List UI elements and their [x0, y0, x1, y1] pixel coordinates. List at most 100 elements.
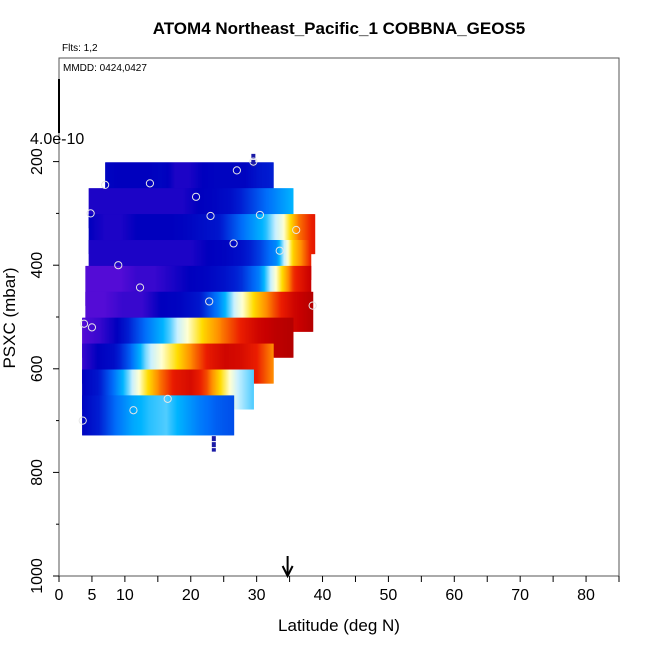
heatmap-cell-row-7: [221, 343, 223, 384]
heatmap-cell-row-5: [284, 291, 287, 332]
heatmap-cell-row-3: [213, 240, 216, 281]
heatmap-cell-row-1: [188, 188, 191, 229]
heatmap-cell-row-8: [176, 369, 178, 410]
heatmap-cell-row-2: [245, 214, 248, 255]
heatmap-cell-row-7: [254, 343, 256, 384]
heatmap-cell-row-3: [281, 240, 284, 281]
heatmap-cell-row-2: [241, 214, 244, 255]
heatmap-cell-row-4: [290, 265, 293, 306]
heatmap-cell-row-0: [195, 162, 197, 203]
heatmap-cell-row-8: [152, 369, 154, 410]
heatmap-cell-row-7: [214, 343, 216, 384]
heatmap-cell-row-2: [197, 214, 200, 255]
heatmap-cell-row-2: [264, 214, 267, 255]
heatmap-cell-row-4: [145, 265, 148, 306]
heatmap-cell-row-6: [161, 317, 164, 358]
heatmap-cell-row-5: [308, 291, 311, 332]
heatmap-cell-row-2: [162, 214, 165, 255]
heatmap-cell-row-1: [144, 188, 147, 229]
heatmap-cell-row-4: [300, 265, 303, 306]
heatmap-cell-row-6: [112, 317, 114, 358]
heatmap-cell-row-6: [142, 317, 144, 358]
heatmap-cell-row-7: [147, 343, 149, 384]
heatmap-cell-row-8: [190, 369, 192, 410]
heatmap-cell-row-0: [143, 162, 145, 203]
heatmap-cell-row-4: [148, 265, 151, 306]
heatmap-cell-row-3: [207, 240, 210, 281]
heatmap-cell-row-8: [92, 369, 94, 410]
heatmap-cell-row-1: [119, 188, 122, 229]
heatmap-cell-row-4: [253, 265, 256, 306]
heatmap-cell-row-7: [151, 343, 153, 384]
heatmap-cell-row-8: [103, 369, 105, 410]
heatmap-cell-row-2: [116, 214, 119, 255]
heatmap-cell-row-1: [112, 188, 115, 229]
heatmap-cell-row-2: [225, 214, 228, 255]
heatmap-cell-row-6: [167, 317, 170, 358]
heatmap-cell-row-0: [221, 162, 223, 203]
heatmap-cell-row-5: [286, 291, 289, 332]
heatmap-cell-row-7: [224, 343, 226, 384]
heatmap-cell-row-3: [170, 240, 173, 281]
heatmap-cell-row-0: [223, 162, 225, 203]
heatmap-cell-row-7: [207, 343, 209, 384]
heatmap-cell-row-7: [227, 343, 229, 384]
heatmap-cell-row-3: [138, 240, 141, 281]
heatmap-cell-row-1: [212, 188, 215, 229]
heatmap-cell-row-6: [220, 317, 223, 358]
heatmap-cell-row-1: [155, 188, 158, 229]
heatmap-cell-row-4: [189, 265, 192, 306]
heatmap-cell-row-4: [208, 265, 211, 306]
heatmap-cell-row-4: [234, 265, 237, 306]
heatmap-cell-row-3: [280, 240, 283, 281]
heatmap-cell-row-3: [103, 240, 106, 281]
heatmap-cell-row-4: [213, 265, 216, 306]
heatmap-cell-row-7: [205, 343, 207, 384]
heatmap-cell-row-4: [294, 265, 297, 306]
heatmap-cell-row-2: [286, 214, 289, 255]
heatmap-cell-row-9: [87, 395, 89, 436]
heatmap-cell-row-6: [216, 317, 219, 358]
heatmap-cell-row-5: [248, 291, 251, 332]
heatmap-cell-row-2: [248, 214, 251, 255]
heatmap-cell-row-3: [276, 240, 279, 281]
heatmap-cell-row-6: [230, 317, 233, 358]
data-point: [101, 180, 110, 190]
heatmap-cell-row-7: [138, 343, 140, 384]
heatmap-cell-row-5: [137, 291, 140, 332]
heatmap-cell-row-7: [142, 343, 144, 384]
heatmap-cell-row-4: [297, 265, 300, 306]
heatmap-cell-row-7: [218, 343, 220, 384]
heatmap-cell-row-4: [217, 265, 220, 306]
heatmap-cell-row-8: [128, 369, 130, 410]
heatmap-cell-row-3: [144, 240, 147, 281]
heatmap-cell-row-6: [231, 317, 234, 358]
heatmap-cell-row-2: [165, 214, 168, 255]
heatmap-cell-row-9: [155, 395, 158, 436]
x-tick-label: 20: [182, 587, 200, 604]
heatmap-cell-row-6: [263, 317, 266, 358]
heatmap-cell-row-0: [191, 162, 193, 203]
heatmap-cell-row-5: [223, 291, 226, 332]
heatmap-cell-row-2: [218, 214, 221, 255]
heatmap-cell-row-1: [141, 188, 144, 229]
heatmap-cell-row-7: [191, 343, 193, 384]
heatmap-cell-row-4: [158, 265, 161, 306]
heatmap-cell-row-2: [151, 214, 154, 255]
heatmap-cell-row-5: [221, 291, 224, 332]
heatmap-cell-row-1: [210, 188, 213, 229]
heatmap-cell-row-6: [257, 317, 260, 358]
heatmap-cell-row-2: [272, 214, 275, 255]
heatmap-cell-row-3: [120, 240, 123, 281]
heatmap-cell-row-1: [237, 188, 240, 229]
heatmap-cell-row-8: [139, 369, 141, 410]
heatmap-cell-row-9: [102, 395, 104, 436]
heatmap-cell-row-3: [162, 240, 165, 281]
heatmap-cell-row-5: [242, 291, 245, 332]
heatmap-cell-row-2: [108, 214, 111, 255]
heatmap-cell-row-3: [206, 240, 209, 281]
heatmap-cell-row-9: [171, 395, 174, 436]
heatmap-cell-row-8: [140, 369, 142, 410]
heatmap-cell-row-4: [122, 265, 125, 306]
heatmap-cell-row-3: [306, 240, 309, 281]
